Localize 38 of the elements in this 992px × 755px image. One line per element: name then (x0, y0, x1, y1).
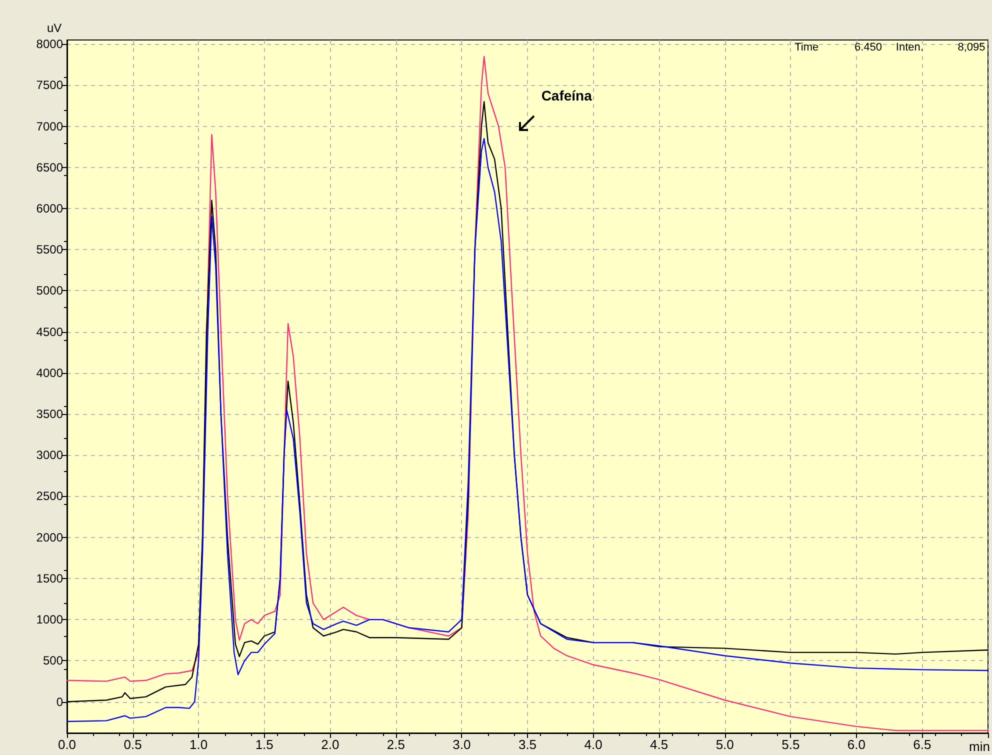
annotation: Inten. (896, 42, 924, 54)
y-tick-label: 5000 (36, 284, 64, 298)
y-tick-label: 7500 (36, 78, 64, 92)
x-tick-label: 4.0 (584, 737, 602, 752)
x-axis-title: min (969, 739, 990, 754)
x-tick-label: 0.0 (58, 737, 76, 752)
x-tick-label: 3.0 (452, 737, 471, 752)
annotation: Cafeína (541, 88, 592, 104)
y-tick-label: 3500 (36, 407, 64, 422)
annotation: Time (794, 42, 819, 54)
x-tick-label: 5.5 (782, 737, 800, 752)
y-tick-label: 1000 (36, 612, 64, 627)
x-tick-label: 4.5 (650, 737, 668, 752)
y-tick-label: 3000 (36, 448, 64, 462)
y-tick-label: 2000 (36, 530, 64, 544)
y-tick-label: 8000 (36, 37, 64, 52)
annotation: 6.450 (854, 42, 882, 54)
y-tick-label: 500 (42, 654, 64, 668)
y-axis-title: uV (47, 21, 62, 35)
y-tick-label: 1500 (36, 571, 64, 586)
x-tick-label: 1.0 (190, 737, 208, 752)
annotation: 8,095 (958, 42, 986, 54)
y-tick-label: 4000 (36, 366, 64, 380)
y-tick-label: 6000 (36, 202, 64, 216)
x-tick-label: 6.0 (847, 737, 866, 752)
x-tick-label: 0.5 (124, 737, 142, 752)
y-tick-label: 0 (56, 694, 64, 709)
x-tick-label: 6.5 (913, 737, 932, 752)
y-tick-label: 5500 (36, 242, 64, 257)
x-tick-label: 1.5 (255, 737, 274, 752)
x-tick-label: 2.0 (321, 737, 340, 752)
x-tick-label: 3.5 (518, 737, 537, 752)
y-tick-label: 7000 (36, 119, 64, 134)
y-tick-label: 4500 (36, 324, 64, 339)
y-tick-label: 2500 (36, 489, 64, 504)
x-tick-label: 5.0 (716, 737, 734, 752)
x-tick-label: 2.5 (386, 737, 405, 752)
y-tick-label: 6500 (36, 160, 64, 174)
